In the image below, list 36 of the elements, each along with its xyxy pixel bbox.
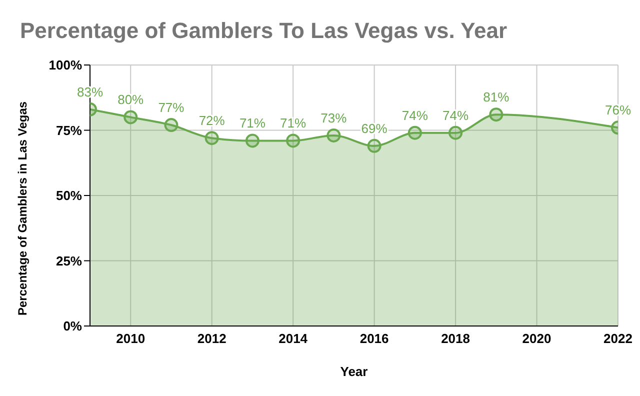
data-label: 71% <box>239 116 266 131</box>
x-tick-label: 2016 <box>360 331 389 346</box>
x-tick-label: 2012 <box>197 331 226 346</box>
point <box>286 134 300 148</box>
y-tick-label: 0% <box>63 318 82 334</box>
x-tick-label: 2020 <box>522 331 552 346</box>
y-tick-label: 100% <box>48 58 82 73</box>
data-label: 77% <box>158 100 185 116</box>
y-tick-label: 50% <box>56 188 82 204</box>
point <box>489 108 504 122</box>
point <box>164 118 178 132</box>
point <box>448 126 463 140</box>
data-label: 74% <box>402 108 428 123</box>
data-label: 76% <box>604 102 632 118</box>
point <box>245 134 260 148</box>
y-tick-label: 25% <box>56 253 82 268</box>
data-label: 69% <box>361 120 388 136</box>
y-axis-title: Percentage of Gamblers in Las Vegas <box>15 101 30 316</box>
data-label: 73% <box>320 110 348 126</box>
data-label: 71% <box>280 116 307 131</box>
data-label: 74% <box>442 108 469 123</box>
y-tick-label: 75% <box>56 122 82 138</box>
x-tick-label: 2010 <box>116 331 146 346</box>
data-label: 72% <box>198 113 226 128</box>
data-label: 81% <box>483 90 510 105</box>
point <box>204 131 219 146</box>
point <box>367 138 382 153</box>
x-tick-label: 2022 <box>604 331 632 346</box>
point <box>124 110 138 124</box>
x-tick-label: 2018 <box>441 331 470 346</box>
point <box>408 126 422 140</box>
x-tick-label: 2014 <box>278 331 308 346</box>
point <box>326 128 341 142</box>
data-label: 80% <box>118 92 144 108</box>
x-axis-title: Year <box>340 364 368 379</box>
chart-title: Percentage of Gamblers To Las Vegas vs. Year <box>20 18 508 44</box>
